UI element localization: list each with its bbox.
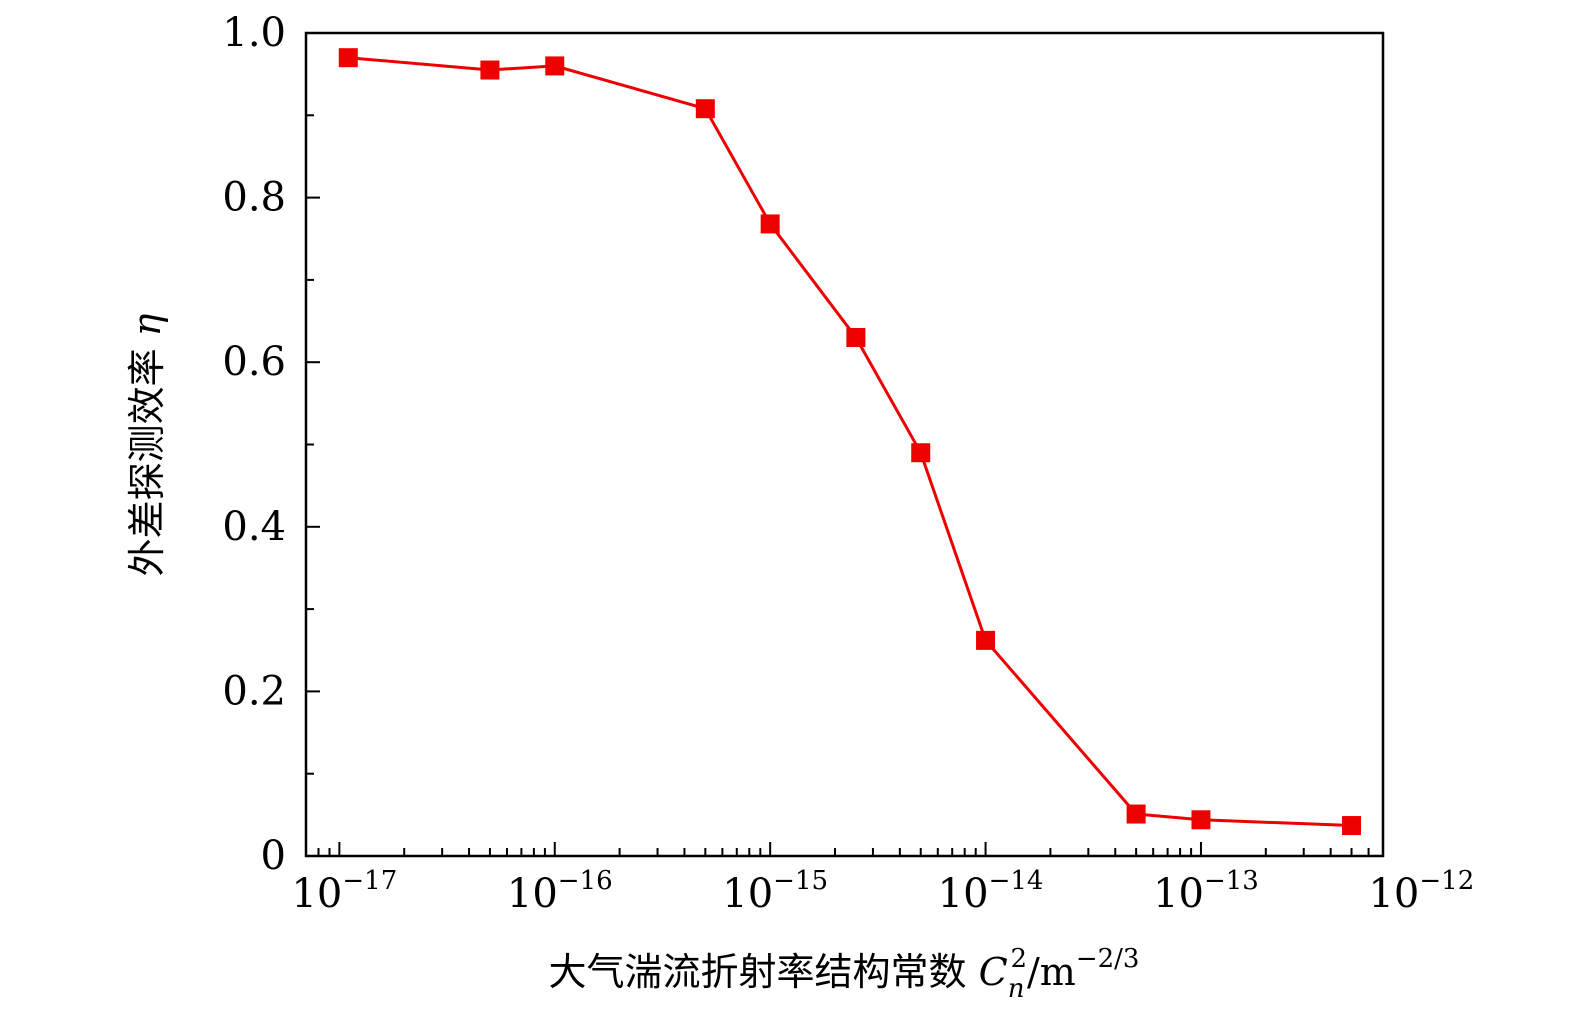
x-tick-label: 10−14 bbox=[938, 866, 1044, 917]
data-point bbox=[976, 630, 996, 650]
x-axis-label: 大气湍流折射率结构常数 Cn2/m−2/3 bbox=[549, 944, 1140, 1004]
x-tick-label: 10−15 bbox=[722, 866, 828, 917]
x-tick-label: 10−12 bbox=[1368, 866, 1474, 917]
axis-ticks bbox=[305, 32, 1384, 857]
y-tick-label: 0.8 bbox=[222, 175, 286, 221]
y-tick-label: 0.4 bbox=[222, 504, 286, 550]
y-axis-label: 外差探测效率 η bbox=[125, 313, 169, 576]
data-point bbox=[480, 60, 500, 80]
data-point bbox=[846, 328, 866, 348]
y-tick-label: 0.2 bbox=[222, 668, 286, 714]
data-point bbox=[911, 443, 931, 463]
x-tick-label: 10−13 bbox=[1153, 866, 1259, 917]
data-point bbox=[545, 56, 565, 76]
series-line bbox=[348, 56, 1352, 827]
data-point bbox=[1126, 804, 1146, 824]
x-tick-label: 10−16 bbox=[507, 866, 613, 917]
x-tick-label: 10−17 bbox=[291, 866, 397, 917]
plot-frame bbox=[304, 31, 1385, 858]
data-point bbox=[338, 48, 358, 68]
y-tick-label: 1.0 bbox=[222, 10, 286, 56]
data-point bbox=[695, 99, 715, 119]
data-point bbox=[1342, 816, 1362, 836]
data-point bbox=[1191, 810, 1211, 830]
y-tick-label: 0 bbox=[261, 833, 286, 879]
axis-tick-labels: 0 0.2 0.4 0.6 0.8 1.0 10−17 10−16 10−15 10−14 10−1… bbox=[222, 10, 1474, 917]
data-point bbox=[760, 214, 780, 234]
y-tick-label: 0.6 bbox=[222, 339, 286, 385]
data-series bbox=[338, 48, 1362, 836]
